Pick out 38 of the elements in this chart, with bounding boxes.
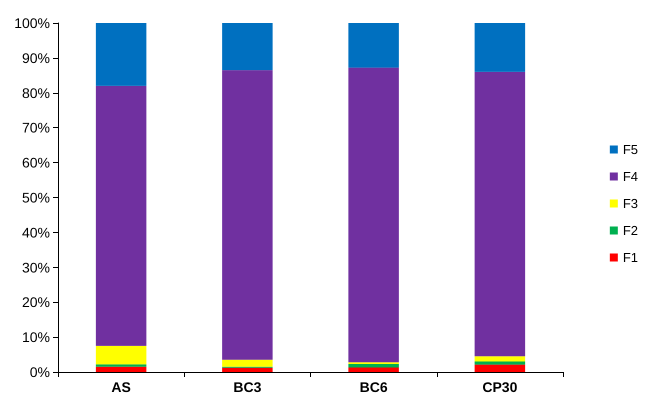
- bar: [348, 364, 399, 368]
- bar: [348, 367, 399, 372]
- legend-label: F3: [622, 196, 638, 211]
- bar: [222, 23, 273, 70]
- bar: [96, 346, 146, 364]
- y-tick-label: 90%: [22, 50, 50, 66]
- bar: [474, 23, 526, 72]
- bar: [474, 72, 526, 356]
- bar: [96, 366, 146, 372]
- y-tick-label: 80%: [22, 84, 50, 101]
- bar: [474, 356, 526, 362]
- y-tick-label: 0%: [30, 364, 50, 380]
- bar: [348, 23, 399, 68]
- bar: [96, 364, 146, 367]
- bar: [96, 86, 146, 346]
- bar: [474, 364, 526, 372]
- bar: [348, 68, 399, 362]
- bar: [222, 70, 273, 360]
- legend-label: F1: [622, 250, 638, 265]
- x-tick-label: AS: [111, 379, 131, 395]
- x-tick-label: BC6: [360, 379, 388, 395]
- y-tick-label: 20%: [22, 294, 50, 310]
- y-tick-label: 60%: [22, 154, 50, 171]
- legend-label: F4: [622, 169, 638, 184]
- y-tick-label: 100%: [14, 15, 50, 31]
- x-tick-label: CP30: [482, 379, 518, 395]
- bar: [474, 362, 526, 365]
- legend-label: F2: [622, 223, 638, 238]
- y-tick-label: 50%: [22, 190, 50, 206]
- y-tick-label: 30%: [22, 259, 50, 276]
- y-tick-label: 10%: [22, 329, 50, 346]
- y-tick-label: 40%: [22, 224, 50, 240]
- y-tick-label: 70%: [22, 120, 50, 136]
- bar: [222, 360, 273, 367]
- bar: [222, 368, 273, 372]
- bar: [96, 23, 146, 86]
- x-tick-label: BC3: [233, 379, 262, 395]
- legend-label: F5: [622, 142, 638, 157]
